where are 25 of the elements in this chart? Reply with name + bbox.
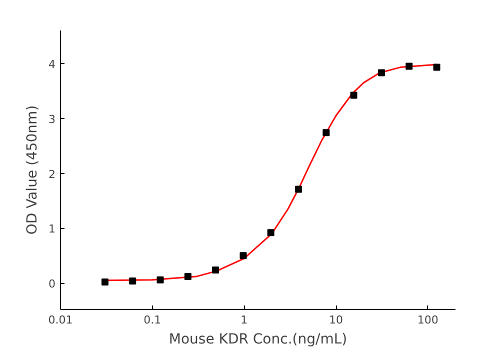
point: [101, 278, 108, 286]
x-tick-label: 1: [240, 314, 248, 326]
point: [295, 186, 302, 193]
x-tick-label: 100: [417, 314, 438, 326]
y-axis-title: OD Value (450nm): [24, 105, 40, 235]
y-tick-label: 0: [48, 278, 56, 291]
point: [406, 62, 413, 70]
point: [212, 266, 220, 274]
y-tick-label: 3: [48, 112, 56, 126]
y-tick-label: 1: [48, 222, 56, 236]
point: [156, 276, 164, 284]
x-tick-label: 10: [329, 314, 344, 326]
y-tick-label: 4: [48, 58, 56, 71]
point: [240, 252, 247, 260]
x-tick-label: 0.1: [144, 314, 162, 326]
x-axis-title: Mouse KDR Conc.(ng/mL): [168, 332, 348, 348]
y-tick-label: 2: [48, 168, 56, 181]
point: [378, 69, 385, 76]
point: [350, 92, 358, 99]
point: [433, 64, 440, 71]
point: [267, 229, 274, 236]
point: [129, 277, 136, 284]
x-tick-label: 0.01: [48, 314, 73, 326]
point: [322, 129, 330, 136]
point: [184, 273, 192, 280]
